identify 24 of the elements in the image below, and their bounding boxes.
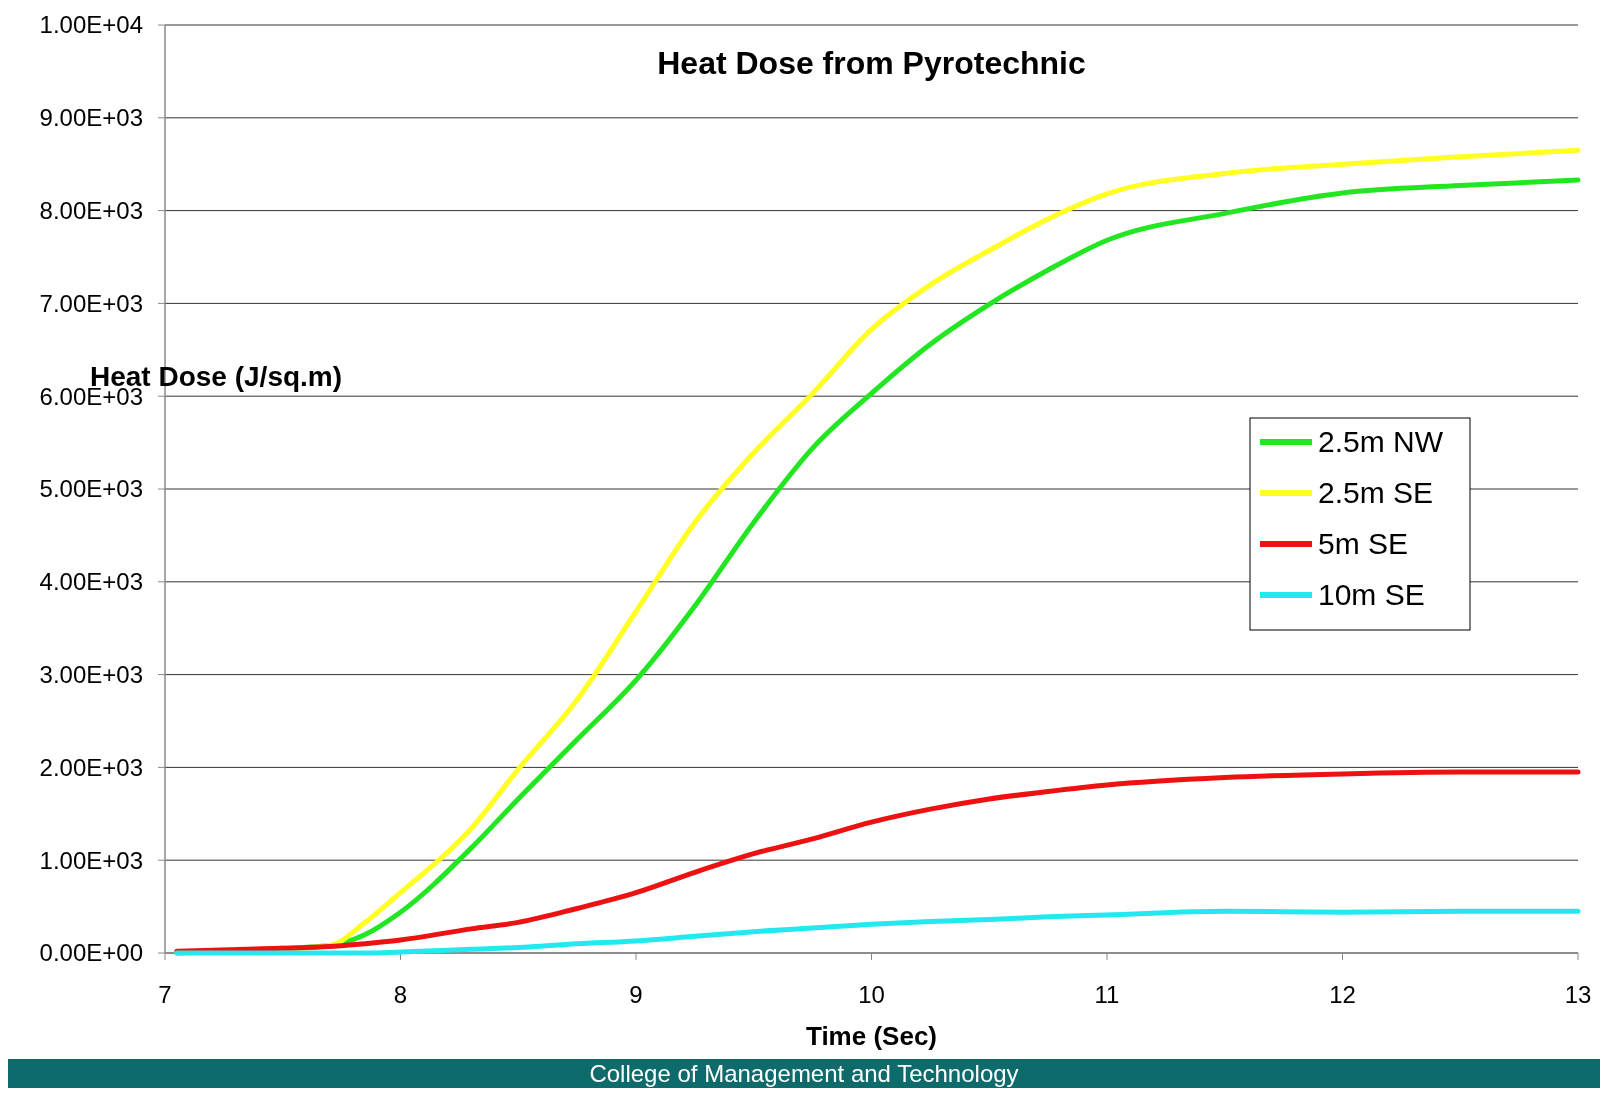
y-tick-label: 2.00E+03 [39, 753, 143, 781]
y-tick-label: 1.00E+03 [39, 846, 143, 874]
y-tick-label: 1.00E+04 [39, 11, 143, 39]
text: College of Management and Technology [589, 1059, 1019, 1087]
legend-label: 10m SE [1318, 578, 1425, 611]
y-tick-label: 3.00E+03 [39, 661, 143, 688]
x-tick-label: 12 [1329, 981, 1356, 1008]
x-tick-label: 11 [1094, 981, 1120, 1008]
x-tick-label: 9 [629, 981, 643, 1008]
x-axis-title: Time (Sec) [805, 1021, 938, 1051]
x-tick-label: 7 [158, 981, 172, 1008]
x-tick-label: 10 [858, 981, 885, 1008]
y-tick-label: 8.00E+03 [39, 197, 143, 224]
x-tick-label: 8 [393, 981, 408, 1008]
y-tick-label: 7.00E+03 [39, 289, 143, 317]
text: Heat Dose from Pyrotechnic [657, 45, 1086, 81]
y-tick-label: 0.00E+00 [39, 939, 143, 967]
y-tick-label: 9.00E+03 [39, 104, 143, 132]
legend-label: 5m SE [1318, 527, 1409, 560]
legend-label: 2.5m SE [1318, 476, 1434, 509]
y-tick-label: 5.00E+03 [39, 475, 143, 503]
y-tick-label: 4.00E+03 [39, 568, 143, 596]
legend-label: 2.5m NW [1318, 425, 1444, 458]
x-tick-label: 13 [1564, 981, 1592, 1008]
